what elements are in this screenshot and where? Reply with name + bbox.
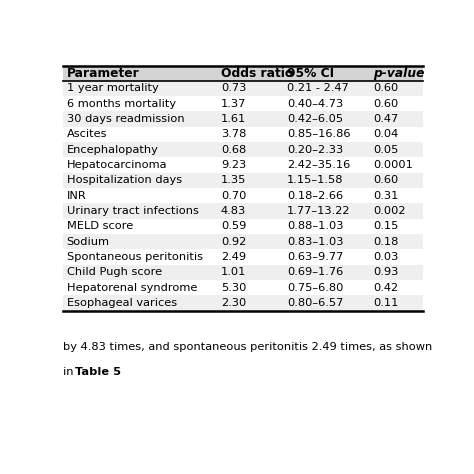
Text: 5.30: 5.30 xyxy=(221,283,246,292)
Text: Hospitalization days: Hospitalization days xyxy=(66,175,182,185)
Text: 1.77–13.22: 1.77–13.22 xyxy=(287,206,350,216)
Text: 1.15–1.58: 1.15–1.58 xyxy=(287,175,344,185)
Text: 0.11: 0.11 xyxy=(374,298,399,308)
Bar xyxy=(63,173,423,188)
Text: 0.20–2.33: 0.20–2.33 xyxy=(287,145,343,155)
Text: Hepatocarcinoma: Hepatocarcinoma xyxy=(66,160,167,170)
Text: p-value: p-value xyxy=(374,67,425,80)
Bar xyxy=(63,295,423,310)
Text: 0.68: 0.68 xyxy=(221,145,246,155)
Text: 3.78: 3.78 xyxy=(221,129,246,139)
Text: 2.30: 2.30 xyxy=(221,298,246,308)
Text: 0.21 - 2.47: 0.21 - 2.47 xyxy=(287,83,349,93)
Text: Table 5: Table 5 xyxy=(75,367,121,377)
Bar xyxy=(63,264,423,280)
Text: Child Pugh score: Child Pugh score xyxy=(66,267,162,277)
Bar xyxy=(63,142,423,157)
Bar xyxy=(63,203,423,219)
Bar xyxy=(63,234,423,249)
Bar xyxy=(63,280,423,295)
Text: Esophageal varices: Esophageal varices xyxy=(66,298,177,308)
Text: 0.18–2.66: 0.18–2.66 xyxy=(287,191,343,201)
Text: 0.83–1.03: 0.83–1.03 xyxy=(287,237,344,246)
Text: 9.23: 9.23 xyxy=(221,160,246,170)
Text: 1.01: 1.01 xyxy=(221,267,246,277)
Text: 4.83: 4.83 xyxy=(221,206,246,216)
Bar xyxy=(63,157,423,173)
Text: Urinary tract infections: Urinary tract infections xyxy=(66,206,199,216)
Text: 0.70: 0.70 xyxy=(221,191,246,201)
Text: 0.63–9.77: 0.63–9.77 xyxy=(287,252,343,262)
Text: 1.61: 1.61 xyxy=(221,114,246,124)
Text: 0.75–6.80: 0.75–6.80 xyxy=(287,283,343,292)
Text: 0.42: 0.42 xyxy=(374,283,399,292)
Text: 0.05: 0.05 xyxy=(374,145,399,155)
Bar xyxy=(63,188,423,203)
Text: 0.93: 0.93 xyxy=(374,267,399,277)
Bar xyxy=(63,127,423,142)
Text: Odds ratio: Odds ratio xyxy=(221,67,293,80)
Text: Sodium: Sodium xyxy=(66,237,109,246)
Text: by 4.83 times, and spontaneous peritonitis 2.49 times, as shown: by 4.83 times, and spontaneous peritonit… xyxy=(63,342,432,352)
Bar xyxy=(63,219,423,234)
Text: in: in xyxy=(63,367,77,377)
Bar xyxy=(63,111,423,127)
Text: 1.35: 1.35 xyxy=(221,175,246,185)
Bar xyxy=(63,81,423,96)
Text: Hepatorenal syndrome: Hepatorenal syndrome xyxy=(66,283,197,292)
Text: 0.03: 0.03 xyxy=(374,252,399,262)
Text: 0.85–16.86: 0.85–16.86 xyxy=(287,129,350,139)
Text: 0.73: 0.73 xyxy=(221,83,246,93)
Text: 0.69–1.76: 0.69–1.76 xyxy=(287,267,343,277)
Text: MELD score: MELD score xyxy=(66,221,133,231)
Text: Ascites: Ascites xyxy=(66,129,107,139)
Text: 0.60: 0.60 xyxy=(374,175,399,185)
Bar xyxy=(63,249,423,264)
Text: 0.0001: 0.0001 xyxy=(374,160,413,170)
Text: 2.42–35.16: 2.42–35.16 xyxy=(287,160,350,170)
Text: 0.59: 0.59 xyxy=(221,221,246,231)
Text: 2.49: 2.49 xyxy=(221,252,246,262)
Text: 1 year mortality: 1 year mortality xyxy=(66,83,158,93)
Bar xyxy=(63,66,423,81)
Text: .: . xyxy=(102,367,106,377)
Text: 0.80–6.57: 0.80–6.57 xyxy=(287,298,343,308)
Text: 30 days readmission: 30 days readmission xyxy=(66,114,184,124)
Text: 0.31: 0.31 xyxy=(374,191,399,201)
Text: 0.18: 0.18 xyxy=(374,237,399,246)
Text: 0.15: 0.15 xyxy=(374,221,399,231)
Text: Parameter: Parameter xyxy=(66,67,139,80)
Text: 0.88–1.03: 0.88–1.03 xyxy=(287,221,344,231)
Text: 0.002: 0.002 xyxy=(374,206,406,216)
Text: 1.37: 1.37 xyxy=(221,99,246,109)
Text: 95% CI: 95% CI xyxy=(287,67,334,80)
Text: Spontaneous peritonitis: Spontaneous peritonitis xyxy=(66,252,202,262)
Text: 0.92: 0.92 xyxy=(221,237,246,246)
Text: 0.60: 0.60 xyxy=(374,99,399,109)
Text: INR: INR xyxy=(66,191,86,201)
Text: Encephalopathy: Encephalopathy xyxy=(66,145,158,155)
Text: 0.47: 0.47 xyxy=(374,114,399,124)
Bar xyxy=(63,96,423,111)
Text: 0.04: 0.04 xyxy=(374,129,399,139)
Text: 0.40–4.73: 0.40–4.73 xyxy=(287,99,343,109)
Text: 0.42–6.05: 0.42–6.05 xyxy=(287,114,343,124)
Text: 6 months mortality: 6 months mortality xyxy=(66,99,176,109)
Text: 0.60: 0.60 xyxy=(374,83,399,93)
